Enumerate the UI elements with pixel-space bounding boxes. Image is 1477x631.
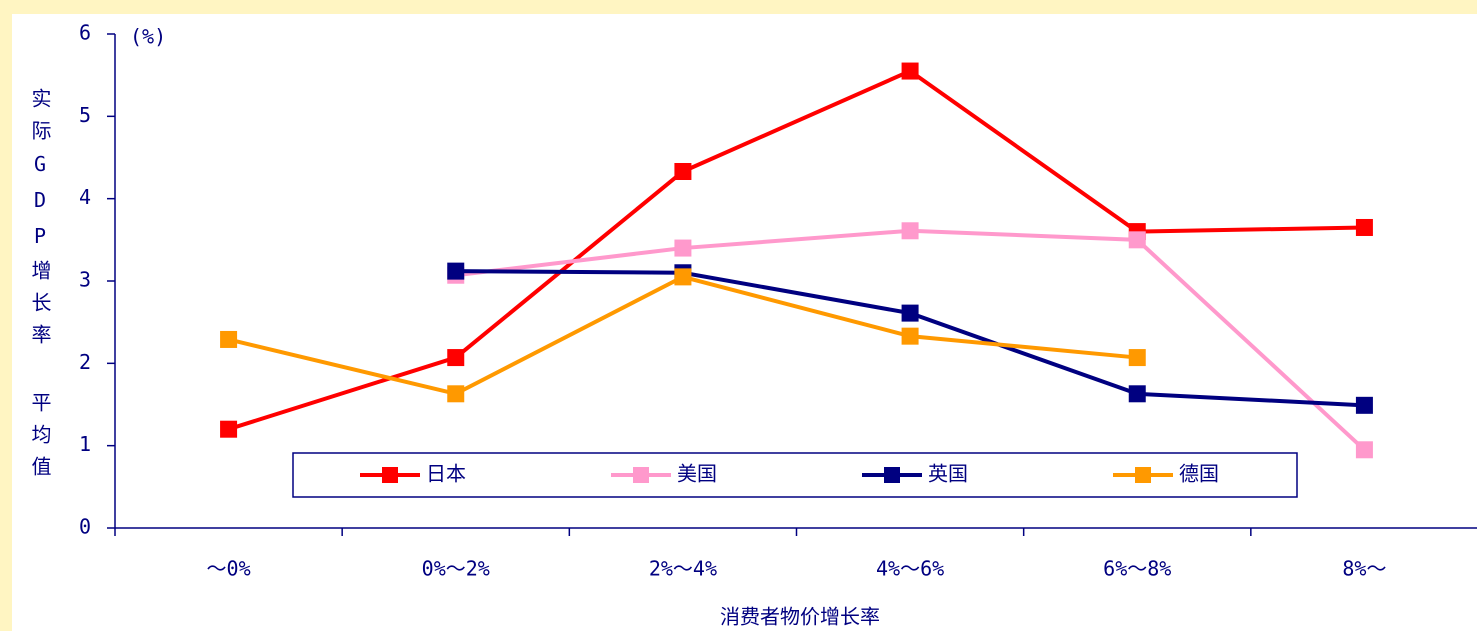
marker	[1128, 349, 1146, 367]
x-axis-title: 消费者物价增长率	[720, 605, 880, 629]
x-tick-label: 4%～6%	[876, 557, 944, 581]
marker	[1355, 396, 1373, 414]
marker	[220, 330, 238, 348]
y-tick-label: 3	[79, 268, 91, 292]
marker	[674, 162, 692, 180]
marker	[674, 268, 692, 286]
x-tick-label: 2%～4%	[649, 557, 717, 581]
marker	[220, 420, 238, 438]
marker	[674, 239, 692, 257]
legend-label: 英国	[928, 462, 968, 486]
legend-marker	[382, 467, 398, 483]
marker	[1355, 441, 1373, 459]
marker	[1355, 218, 1373, 236]
unit-label: (%)	[130, 25, 166, 49]
marker	[447, 349, 465, 367]
y-tick-label: 0	[79, 515, 91, 539]
y-tick-label: 6	[79, 21, 91, 45]
y-tick-label: 4	[79, 185, 91, 209]
marker	[901, 222, 919, 240]
legend-marker	[884, 467, 900, 483]
marker	[1128, 231, 1146, 249]
marker	[1128, 385, 1146, 403]
x-tick-label: 8%～	[1342, 557, 1386, 581]
marker	[447, 385, 465, 403]
x-tick-label: ～0%	[207, 557, 251, 581]
marker	[901, 327, 919, 345]
marker	[901, 304, 919, 322]
legend-label: 美国	[677, 462, 717, 486]
y-axis-title: 实际GDP增长率 平均值	[28, 88, 52, 488]
x-tick-label: 6%～8%	[1103, 557, 1171, 581]
series-line	[227, 68, 1365, 432]
plot-background	[12, 14, 1477, 631]
y-tick-label: 2	[79, 350, 91, 374]
legend-label: 日本	[426, 462, 466, 486]
x-tick-label: 0%～2%	[422, 557, 490, 581]
legend-marker	[1135, 467, 1151, 483]
y-tick-label: 1	[79, 432, 91, 456]
legend-marker	[633, 467, 649, 483]
marker	[901, 62, 919, 80]
legend-label: 德国	[1179, 462, 1219, 486]
marker	[447, 262, 465, 280]
y-tick-label: 5	[79, 103, 91, 127]
